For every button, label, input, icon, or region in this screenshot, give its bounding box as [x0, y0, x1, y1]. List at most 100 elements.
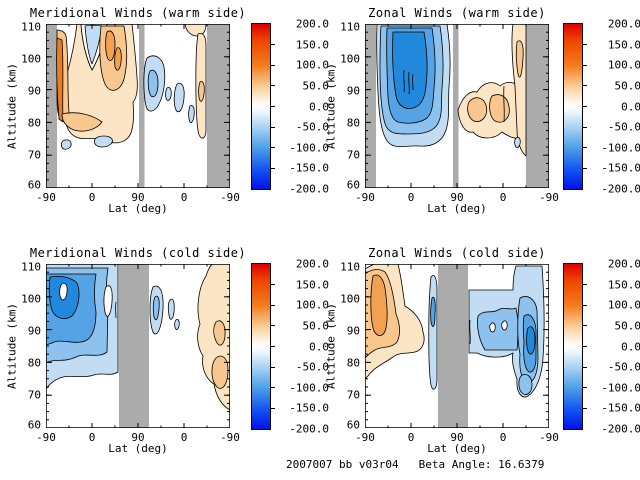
x-tick-label: 0 — [88, 431, 96, 444]
colorbar-label: 0.0 — [309, 340, 329, 353]
contour-plot-zonal-cold — [365, 264, 549, 428]
colorbar-tick — [270, 106, 275, 107]
panel-zonal-cold: Zonal Winds (cold side) Altitude (km) -9… — [325, 246, 559, 455]
footer-dataset: 2007007 bb v03r04 — [286, 458, 399, 471]
colorbar-label: -50.0 — [607, 120, 640, 134]
y-tick-label: 70 — [27, 388, 41, 402]
y-tick-label: 90 — [346, 324, 360, 338]
colorbar-tick — [582, 346, 587, 347]
x-tick-label: -90 — [539, 431, 559, 444]
y-tick-label: 90 — [27, 84, 41, 98]
colorbar-label: 200.0 — [295, 257, 329, 271]
x-tick-label: -90 — [36, 431, 56, 444]
colorbar-tick — [582, 126, 587, 128]
colorbar-tick — [270, 304, 275, 306]
colorbar-zonal-warm: 200.0 150.0 100.0 50.0 0.0 -50.0 -100.0 -150.0 -… — [563, 18, 640, 196]
colorbar-tick — [270, 85, 275, 87]
x-tick-label: 0 — [180, 191, 188, 204]
colorbar-label: 50.0 — [302, 79, 330, 93]
panel-title: Meridional Winds (warm side) — [29, 6, 247, 20]
colorbar-label: 0.0 — [621, 100, 640, 113]
colorbar-meridional-warm: 200.0 150.0 100.0 50.0 0.0 -50.0 -100.0 -150.0 -… — [251, 18, 329, 196]
colorbar-tick — [582, 147, 587, 149]
colorbar-label: 100.0 — [295, 298, 329, 312]
colorbar-tick — [270, 346, 275, 347]
colorbar-tick — [270, 325, 275, 327]
panel-zonal-warm: Zonal Winds (warm side) Altitude (km) -9… — [325, 6, 559, 215]
colorbar-label: 150.0 — [607, 278, 640, 292]
colorbar-label: -150.0 — [601, 401, 640, 415]
colorbar-label: 150.0 — [295, 38, 329, 52]
colorbar-label: 50.0 — [614, 79, 640, 93]
x-tick-label: -90 — [539, 191, 559, 204]
x-tick-label: 0 — [499, 431, 507, 444]
colorbar-label: -50.0 — [295, 120, 329, 134]
panel-title: Zonal Winds (warm side) — [368, 6, 546, 20]
colorbar-label: -200.0 — [289, 422, 329, 436]
y-tick-label: 70 — [346, 388, 360, 402]
colorbar-label: 0.0 — [309, 100, 329, 113]
colorbar-label: 150.0 — [607, 38, 640, 52]
colorbar-tick — [270, 387, 275, 389]
colorbar-label: 100.0 — [295, 58, 329, 72]
y-tick-label: 110 — [21, 20, 41, 34]
x-axis-label: Lat (deg) — [427, 202, 487, 215]
y-tick-label: 90 — [346, 84, 360, 98]
colorbar-label: -150.0 — [601, 161, 640, 175]
colorbar-label: 50.0 — [302, 319, 330, 333]
footer-annotation: 2007007 bb v03r04 Beta Angle: 16.6379 — [286, 458, 544, 471]
x-axis-label: Lat (deg) — [427, 442, 487, 455]
colorbar-label: -100.0 — [601, 141, 640, 155]
colorbar-tick — [582, 325, 587, 327]
colorbar-label: 100.0 — [607, 298, 640, 312]
x-tick-label: 0 — [407, 431, 415, 444]
colorbar-label: 200.0 — [295, 17, 329, 31]
colorbar-label: -200.0 — [289, 182, 329, 196]
colorbar-tick — [270, 284, 275, 286]
colorbar-tick — [582, 366, 587, 368]
colorbar-label: -50.0 — [295, 360, 329, 374]
colorbar-label: 0.0 — [621, 340, 640, 353]
colorbar-tick — [582, 106, 587, 107]
colorbar-label: 150.0 — [295, 278, 329, 292]
colorbar-tick — [582, 284, 587, 286]
colorbar-label: 50.0 — [614, 319, 640, 333]
colorbar-tick — [270, 64, 275, 66]
colorbar-zonal-cold: 200.0 150.0 100.0 50.0 0.0 -50.0 -100.0 -150.0 -… — [563, 258, 640, 436]
colorbar-tick — [582, 44, 587, 46]
y-tick-label: 60 — [346, 178, 360, 192]
colorbar-tick — [582, 64, 587, 66]
y-tick-label: 70 — [27, 148, 41, 162]
colorbar-label: 100.0 — [607, 58, 640, 72]
colorbar-tick — [582, 167, 587, 169]
colorbar-tick — [582, 407, 587, 409]
colorbar-label: -150.0 — [289, 161, 329, 175]
panel-meridional-warm: Meridional Winds (warm side) Altitude (k… — [6, 6, 246, 215]
contour-plot-meridional-warm — [46, 24, 230, 188]
colorbar-tick — [270, 407, 275, 409]
y-axis-label: Altitude (km) — [324, 62, 338, 150]
y-tick-label: 110 — [340, 260, 360, 274]
colorbar-tick — [270, 167, 275, 169]
panel-meridional-cold: Meridional Winds (cold side) Altitude (k… — [6, 246, 246, 455]
y-tick-label: 60 — [27, 418, 41, 432]
colorbar-tick — [270, 366, 275, 368]
y-tick-label: 80 — [27, 356, 41, 370]
x-tick-label: -90 — [220, 431, 240, 444]
y-tick-label: 100 — [21, 52, 41, 66]
colorbar-label: 200.0 — [607, 257, 640, 271]
y-tick-label: 60 — [346, 418, 360, 432]
colorbar-label: -150.0 — [289, 401, 329, 415]
colorbar-label: 200.0 — [607, 17, 640, 31]
colorbar-meridional-cold: 200.0 150.0 100.0 50.0 0.0 -50.0 -100.0 -150.0 -… — [251, 258, 329, 436]
y-tick-label: 80 — [346, 116, 360, 130]
colorbar-tick — [270, 44, 275, 46]
y-tick-label: 100 — [340, 292, 360, 306]
x-tick-label: 0 — [407, 191, 415, 204]
colorbar-label: -50.0 — [607, 360, 640, 374]
y-tick-label: 100 — [340, 52, 360, 66]
contour-plot-zonal-warm — [365, 24, 549, 188]
x-tick-label: -90 — [220, 191, 240, 204]
colorbar-tick — [582, 85, 587, 87]
